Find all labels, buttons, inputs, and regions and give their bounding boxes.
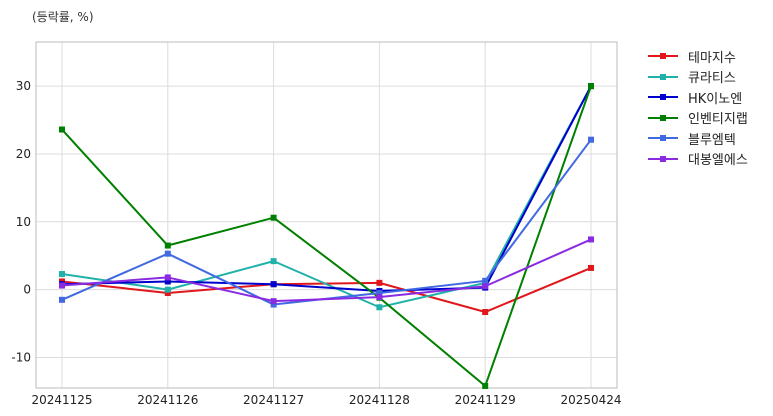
data-point-marker [588,83,594,90]
data-point-marker [270,301,277,308]
x-tick-label: 20241125 [31,393,92,407]
legend-item: 인벤티지랩 [648,108,748,129]
legend-item: 큐라티스 [648,67,748,88]
data-point-marker [59,271,65,278]
legend-item: 대봉엘에스 [648,149,748,170]
data-point-marker [164,278,171,285]
legend-swatch [648,71,678,83]
data-point-marker [482,283,489,290]
y-tick-label: 10 [16,215,31,229]
data-point-marker [482,382,489,389]
axis-ticks: -10 0 10 20 30 20241125 20241126 20241127 202411… [11,79,621,407]
data-point-marker [164,242,171,249]
x-tick-label: 20241126 [137,393,198,407]
series-line [61,238,592,303]
plot-area-frame [35,41,618,389]
series-lines [59,83,594,389]
data-point-marker [270,214,277,221]
data-point-marker [164,250,171,257]
data-point-marker [59,126,65,133]
series-group [59,83,594,294]
legend-label: 테마지수 [688,50,736,66]
legend-item: HK이노엔 [648,87,748,108]
data-point-marker [164,286,171,293]
series-line [61,85,592,387]
data-point-marker [376,304,383,311]
legend-swatch [648,153,678,165]
x-tick-label: 20250424 [560,393,621,407]
x-tick-label: 20241127 [243,393,304,407]
data-point-marker [482,277,489,284]
series-group [59,236,594,305]
y-tick-label: -10 [11,350,31,364]
legend-label: 블루엠텍 [688,132,736,148]
data-point-marker [376,279,383,286]
x-tick-label: 20241129 [455,393,516,407]
legend-item: 테마지수 [648,46,748,67]
legend-label: 인벤티지랩 [688,112,748,128]
legend-label: HK이노엔 [688,91,743,107]
y-axis-unit-label: (등락률, %) [32,10,94,24]
y-tick-label: 0 [23,283,31,297]
data-point-marker [270,298,277,305]
series-line [61,85,592,309]
data-point-marker [588,264,594,271]
series-group [59,83,594,311]
data-point-marker [270,258,277,265]
y-tick-label: 30 [16,79,31,93]
legend-label: 대봉엘에스 [688,153,748,169]
data-point-marker [59,282,65,289]
data-point-marker [59,296,65,303]
legend-swatch [648,50,678,62]
grid-lines [36,42,617,388]
series-line [61,85,592,292]
data-point-marker [588,236,594,243]
data-point-marker [164,274,171,281]
legend-label: 큐라티스 [688,71,736,87]
legend-swatch [648,91,678,103]
data-point-marker [164,290,171,297]
series-group [59,83,594,389]
data-point-marker [376,290,383,297]
legend-swatch [648,132,678,144]
data-point-marker [270,281,277,288]
data-point-marker [482,309,489,316]
data-point-marker [376,294,383,301]
legend-swatch [648,112,678,124]
data-point-marker [588,136,594,143]
legend-item: 블루엠텍 [648,128,748,149]
x-tick-label: 20241128 [349,393,410,407]
y-tick-label: 20 [16,147,31,161]
